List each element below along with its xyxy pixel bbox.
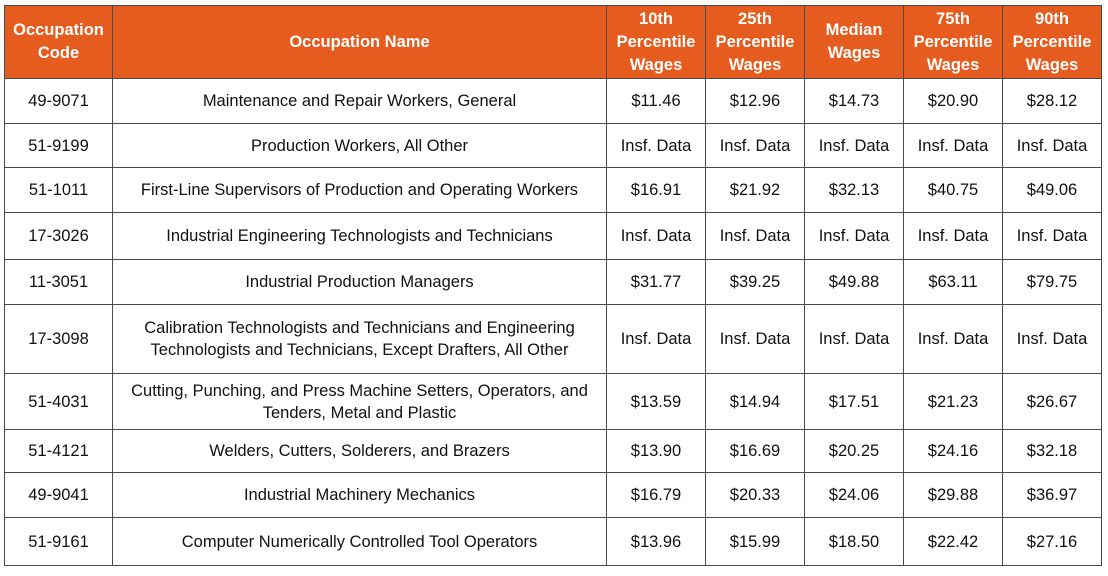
p10-wage-cell: $16.91 bbox=[606, 167, 706, 213]
header-occupation-name: Occupation Name bbox=[112, 5, 607, 79]
p75-wage-cell: Insf. Data bbox=[903, 212, 1003, 260]
p25-wage-cell: $39.25 bbox=[705, 259, 805, 305]
occupation-name-cell: Industrial Machinery Mechanics bbox=[112, 472, 607, 518]
p90-wage-cell: $28.12 bbox=[1002, 78, 1102, 124]
p25-wage-cell: Insf. Data bbox=[705, 123, 805, 168]
p75-wage-cell: Insf. Data bbox=[903, 123, 1003, 168]
p75-wage-cell: $63.11 bbox=[903, 259, 1003, 305]
p75-wage-cell: $40.75 bbox=[903, 167, 1003, 213]
table-body: 49-9071 Maintenance and Repair Workers, … bbox=[4, 78, 1102, 566]
p25-wage-cell: $12.96 bbox=[705, 78, 805, 124]
p90-wage-cell: $49.06 bbox=[1002, 167, 1102, 213]
p10-wage-cell: $13.96 bbox=[606, 517, 706, 566]
occupation-name-cell: Maintenance and Repair Workers, General bbox=[112, 78, 607, 124]
table-row: 51-4031 Cutting, Punching, and Press Mac… bbox=[4, 373, 1102, 430]
occupation-name-cell: Production Workers, All Other bbox=[112, 123, 607, 168]
occupation-code-cell: 51-4031 bbox=[4, 373, 113, 430]
p75-wage-cell: $29.88 bbox=[903, 472, 1003, 518]
header-row: Occupation Code Occupation Name 10th Per… bbox=[4, 5, 1102, 79]
header-75th-percentile: 75th Percentile Wages bbox=[903, 5, 1003, 79]
occupation-code-cell: 49-9041 bbox=[4, 472, 113, 518]
p25-wage-cell: Insf. Data bbox=[705, 212, 805, 260]
table-header: Occupation Code Occupation Name 10th Per… bbox=[4, 5, 1102, 79]
p25-wage-cell: Insf. Data bbox=[705, 304, 805, 374]
median-wage-cell: $17.51 bbox=[804, 373, 904, 430]
table-row: 51-9161 Computer Numerically Controlled … bbox=[4, 517, 1102, 566]
occupation-code-cell: 17-3098 bbox=[4, 304, 113, 374]
p10-wage-cell: $31.77 bbox=[606, 259, 706, 305]
median-wage-cell: $32.13 bbox=[804, 167, 904, 213]
p90-wage-cell: Insf. Data bbox=[1002, 212, 1102, 260]
median-wage-cell: $18.50 bbox=[804, 517, 904, 566]
table-row: 11-3051 Industrial Production Managers $… bbox=[4, 259, 1102, 305]
p10-wage-cell: $16.79 bbox=[606, 472, 706, 518]
median-wage-cell: $49.88 bbox=[804, 259, 904, 305]
table-row: 49-9041 Industrial Machinery Mechanics $… bbox=[4, 472, 1102, 518]
table-row: 17-3098 Calibration Technologists and Te… bbox=[4, 304, 1102, 374]
table-row: 51-9199 Production Workers, All Other In… bbox=[4, 123, 1102, 168]
occupation-code-cell: 51-9161 bbox=[4, 517, 113, 566]
p10-wage-cell: Insf. Data bbox=[606, 123, 706, 168]
median-wage-cell: Insf. Data bbox=[804, 212, 904, 260]
wages-table: Occupation Code Occupation Name 10th Per… bbox=[4, 5, 1102, 566]
p10-wage-cell: $13.59 bbox=[606, 373, 706, 430]
p90-wage-cell: $36.97 bbox=[1002, 472, 1102, 518]
p75-wage-cell: $22.42 bbox=[903, 517, 1003, 566]
p75-wage-cell: $24.16 bbox=[903, 429, 1003, 473]
occupation-code-cell: 11-3051 bbox=[4, 259, 113, 305]
occupation-name-cell: Calibration Technologists and Technician… bbox=[112, 304, 607, 374]
header-10th-percentile: 10th Percentile Wages bbox=[606, 5, 706, 79]
occupation-name-cell: Industrial Engineering Technologists and… bbox=[112, 212, 607, 260]
median-wage-cell: Insf. Data bbox=[804, 123, 904, 168]
occupation-code-cell: 49-9071 bbox=[4, 78, 113, 124]
occupation-code-cell: 51-4121 bbox=[4, 429, 113, 473]
p25-wage-cell: $14.94 bbox=[705, 373, 805, 430]
table-row: 49-9071 Maintenance and Repair Workers, … bbox=[4, 78, 1102, 124]
occupation-code-cell: 51-1011 bbox=[4, 167, 113, 213]
table-row: 51-1011 First-Line Supervisors of Produc… bbox=[4, 167, 1102, 213]
median-wage-cell: $14.73 bbox=[804, 78, 904, 124]
header-90th-percentile: 90th Percentile Wages bbox=[1002, 5, 1102, 79]
p75-wage-cell: $21.23 bbox=[903, 373, 1003, 430]
table-row: 17-3026 Industrial Engineering Technolog… bbox=[4, 212, 1102, 260]
occupation-name-cell: Welders, Cutters, Solderers, and Brazers bbox=[112, 429, 607, 473]
header-occupation-code: Occupation Code bbox=[4, 5, 113, 79]
header-median: Median Wages bbox=[804, 5, 904, 79]
p25-wage-cell: $15.99 bbox=[705, 517, 805, 566]
p90-wage-cell: $27.16 bbox=[1002, 517, 1102, 566]
p10-wage-cell: $11.46 bbox=[606, 78, 706, 124]
median-wage-cell: Insf. Data bbox=[804, 304, 904, 374]
p90-wage-cell: $26.67 bbox=[1002, 373, 1102, 430]
occupation-name-cell: Cutting, Punching, and Press Machine Set… bbox=[112, 373, 607, 430]
p90-wage-cell: Insf. Data bbox=[1002, 123, 1102, 168]
occupation-code-cell: 51-9199 bbox=[4, 123, 113, 168]
p25-wage-cell: $20.33 bbox=[705, 472, 805, 518]
p10-wage-cell: Insf. Data bbox=[606, 304, 706, 374]
occupation-code-cell: 17-3026 bbox=[4, 212, 113, 260]
median-wage-cell: $20.25 bbox=[804, 429, 904, 473]
p90-wage-cell: Insf. Data bbox=[1002, 304, 1102, 374]
occupation-name-cell: First-Line Supervisors of Production and… bbox=[112, 167, 607, 213]
header-25th-percentile: 25th Percentile Wages bbox=[705, 5, 805, 79]
p90-wage-cell: $32.18 bbox=[1002, 429, 1102, 473]
p90-wage-cell: $79.75 bbox=[1002, 259, 1102, 305]
median-wage-cell: $24.06 bbox=[804, 472, 904, 518]
p10-wage-cell: $13.90 bbox=[606, 429, 706, 473]
p75-wage-cell: $20.90 bbox=[903, 78, 1003, 124]
p25-wage-cell: $21.92 bbox=[705, 167, 805, 213]
table-row: 51-4121 Welders, Cutters, Solderers, and… bbox=[4, 429, 1102, 473]
occupation-name-cell: Industrial Production Managers bbox=[112, 259, 607, 305]
occupation-name-cell: Computer Numerically Controlled Tool Ope… bbox=[112, 517, 607, 566]
p25-wage-cell: $16.69 bbox=[705, 429, 805, 473]
p10-wage-cell: Insf. Data bbox=[606, 212, 706, 260]
p75-wage-cell: Insf. Data bbox=[903, 304, 1003, 374]
